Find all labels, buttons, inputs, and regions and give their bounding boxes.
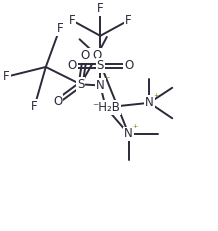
Text: O: O bbox=[92, 49, 102, 62]
Text: ⁺: ⁺ bbox=[153, 93, 159, 103]
Text: O: O bbox=[53, 95, 62, 108]
Text: ⁻H₂B: ⁻H₂B bbox=[92, 101, 120, 114]
Text: F: F bbox=[57, 22, 63, 35]
Text: ⁻: ⁻ bbox=[104, 75, 110, 85]
Text: F: F bbox=[31, 100, 38, 113]
Text: F: F bbox=[69, 14, 75, 27]
Text: F: F bbox=[3, 70, 10, 83]
Text: O: O bbox=[67, 59, 77, 72]
Text: O: O bbox=[124, 59, 133, 72]
Text: ⁺: ⁺ bbox=[132, 124, 138, 134]
Text: S: S bbox=[97, 59, 104, 72]
Text: N: N bbox=[124, 128, 133, 140]
Text: N: N bbox=[145, 96, 154, 109]
Text: O: O bbox=[80, 49, 90, 62]
Text: S: S bbox=[77, 78, 84, 91]
Text: F: F bbox=[97, 2, 104, 15]
Text: F: F bbox=[125, 14, 132, 27]
Text: N: N bbox=[96, 79, 105, 92]
